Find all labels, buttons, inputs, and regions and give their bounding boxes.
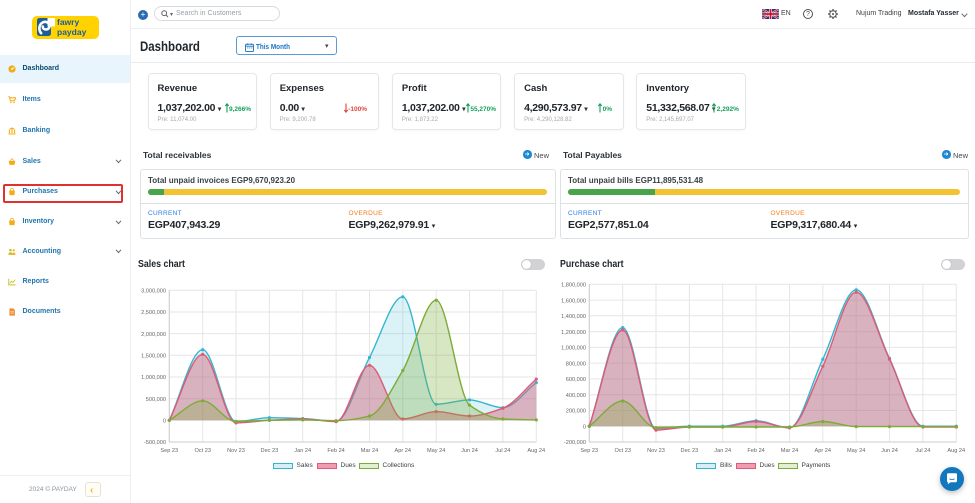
svg-text:1,000,000: 1,000,000 <box>561 346 586 352</box>
svg-text:2,000,000: 2,000,000 <box>141 332 166 338</box>
svg-text:Feb 24: Feb 24 <box>327 448 344 454</box>
svg-text:Sep 23: Sep 23 <box>580 448 598 454</box>
svg-text:-500,000: -500,000 <box>144 440 166 446</box>
svg-text:Jan 24: Jan 24 <box>714 448 731 454</box>
svg-text:Nov 23: Nov 23 <box>647 448 665 454</box>
svg-text:Dec 23: Dec 23 <box>681 448 699 454</box>
svg-text:1,200,000: 1,200,000 <box>561 330 586 336</box>
svg-text:Mar 24: Mar 24 <box>361 448 378 454</box>
svg-text:500,000: 500,000 <box>146 397 166 403</box>
svg-text:-200,000: -200,000 <box>564 440 586 446</box>
svg-text:1,500,000: 1,500,000 <box>141 354 166 360</box>
svg-text:Apr 24: Apr 24 <box>815 448 831 454</box>
svg-text:1,800,000: 1,800,000 <box>561 283 586 289</box>
svg-text:Jun 24: Jun 24 <box>461 448 478 454</box>
svg-text:2,500,000: 2,500,000 <box>141 310 166 316</box>
svg-text:May 24: May 24 <box>427 448 445 454</box>
svg-text:Oct 23: Oct 23 <box>614 448 630 454</box>
svg-text:Oct 23: Oct 23 <box>194 448 210 454</box>
svg-text:1,000,000: 1,000,000 <box>141 375 166 381</box>
svg-text:Aug 24: Aug 24 <box>947 448 965 454</box>
svg-text:Feb 24: Feb 24 <box>747 448 764 454</box>
svg-text:Nov 23: Nov 23 <box>227 448 245 454</box>
svg-text:Sep 23: Sep 23 <box>160 448 178 454</box>
svg-text:200,000: 200,000 <box>566 409 586 415</box>
svg-text:Jul 24: Jul 24 <box>495 448 510 454</box>
svg-text:Apr 24: Apr 24 <box>395 448 411 454</box>
svg-text:3,000,000: 3,000,000 <box>141 289 166 295</box>
svg-text:Dec 23: Dec 23 <box>261 448 279 454</box>
svg-text:Mar 24: Mar 24 <box>781 448 798 454</box>
svg-text:600,000: 600,000 <box>566 377 586 383</box>
svg-text:Jun 24: Jun 24 <box>881 448 898 454</box>
svg-text:Aug 24: Aug 24 <box>527 448 545 454</box>
svg-text:May 24: May 24 <box>847 448 865 454</box>
svg-text:1,600,000: 1,600,000 <box>561 298 586 304</box>
svg-text:1,400,000: 1,400,000 <box>561 314 586 320</box>
svg-text:0: 0 <box>583 424 586 430</box>
svg-text:800,000: 800,000 <box>566 361 586 367</box>
svg-text:400,000: 400,000 <box>566 393 586 399</box>
svg-text:0: 0 <box>163 419 166 425</box>
svg-text:Jul 24: Jul 24 <box>915 448 930 454</box>
svg-text:Jan 24: Jan 24 <box>294 448 311 454</box>
